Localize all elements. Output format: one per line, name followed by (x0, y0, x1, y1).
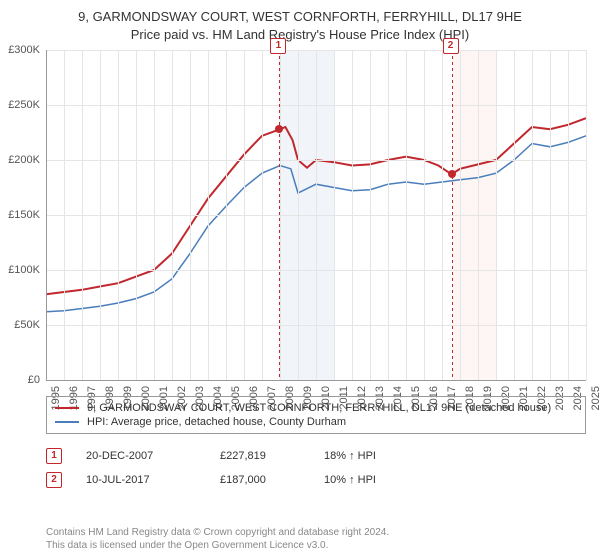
event-date: 10-JUL-2017 (86, 474, 196, 486)
event-pct: 10% ↑ HPI (324, 474, 424, 486)
x-axis-label: 2025 (590, 386, 600, 410)
event-row-marker: 1 (46, 448, 62, 464)
events-table: 1 20-DEC-2007 £227,819 18% ↑ HPI 2 10-JUL-201… (46, 444, 586, 492)
legend-swatch (55, 421, 79, 423)
event-row-marker: 2 (46, 472, 62, 488)
v-gridline (532, 50, 533, 380)
v-gridline (568, 50, 569, 380)
legend-item: 9, GARMONDSWAY COURT, WEST CORNFORTH, FE… (55, 401, 577, 415)
y-axis-label: £100K (8, 264, 40, 276)
y-axis-label: £0 (28, 374, 40, 386)
v-gridline (352, 50, 353, 380)
v-gridline (64, 50, 65, 380)
event-dot (448, 170, 456, 178)
legend-label: 9, GARMONDSWAY COURT, WEST CORNFORTH, FE… (87, 402, 551, 414)
v-gridline (586, 50, 587, 380)
v-gridline (208, 50, 209, 380)
event-marker-1: 1 (270, 38, 286, 54)
legend-item: HPI: Average price, detached house, Coun… (55, 415, 577, 429)
v-gridline (136, 50, 137, 380)
legend-swatch (55, 407, 79, 409)
event-dash-line (452, 50, 453, 380)
v-gridline (514, 50, 515, 380)
v-gridline (262, 50, 263, 380)
v-gridline (496, 50, 497, 380)
y-axis-label: £300K (8, 44, 40, 56)
event-price: £227,819 (220, 450, 300, 462)
event-pct: 18% ↑ HPI (324, 450, 424, 462)
y-axis (46, 50, 47, 380)
legend-label: HPI: Average price, detached house, Coun… (87, 416, 346, 428)
title-line-1: 9, GARMONDSWAY COURT, WEST CORNFORTH, FE… (10, 8, 590, 26)
footer-line-2: This data is licensed under the Open Gov… (46, 539, 586, 552)
event-row: 1 20-DEC-2007 £227,819 18% ↑ HPI (46, 444, 586, 468)
v-gridline (370, 50, 371, 380)
v-gridline (388, 50, 389, 380)
y-axis-label: £150K (8, 209, 40, 221)
v-gridline (316, 50, 317, 380)
footer-attribution: Contains HM Land Registry data © Crown c… (46, 526, 586, 552)
v-gridline (442, 50, 443, 380)
v-gridline (460, 50, 461, 380)
v-gridline (190, 50, 191, 380)
event-dot (275, 125, 283, 133)
footer-line-1: Contains HM Land Registry data © Crown c… (46, 526, 586, 539)
v-gridline (406, 50, 407, 380)
v-gridline (478, 50, 479, 380)
event-dash-line (279, 50, 280, 380)
legend-box: 9, GARMONDSWAY COURT, WEST CORNFORTH, FE… (46, 396, 586, 434)
y-axis-label: £50K (14, 319, 40, 331)
x-axis (46, 380, 586, 381)
v-gridline (82, 50, 83, 380)
v-gridline (550, 50, 551, 380)
v-gridline (298, 50, 299, 380)
v-gridline (154, 50, 155, 380)
v-gridline (424, 50, 425, 380)
v-gridline (172, 50, 173, 380)
event-marker-2: 2 (443, 38, 459, 54)
chart-title: 9, GARMONDSWAY COURT, WEST CORNFORTH, FE… (0, 0, 600, 43)
v-gridline (118, 50, 119, 380)
event-date: 20-DEC-2007 (86, 450, 196, 462)
v-gridline (334, 50, 335, 380)
event-price: £187,000 (220, 474, 300, 486)
v-gridline (100, 50, 101, 380)
v-gridline (244, 50, 245, 380)
y-axis-label: £250K (8, 99, 40, 111)
chart-area: £0£50K£100K£150K£200K£250K£300K199519961… (46, 50, 586, 380)
event-row: 2 10-JUL-2017 £187,000 10% ↑ HPI (46, 468, 586, 492)
v-gridline (226, 50, 227, 380)
y-axis-label: £200K (8, 154, 40, 166)
title-line-2: Price paid vs. HM Land Registry's House … (10, 26, 590, 44)
